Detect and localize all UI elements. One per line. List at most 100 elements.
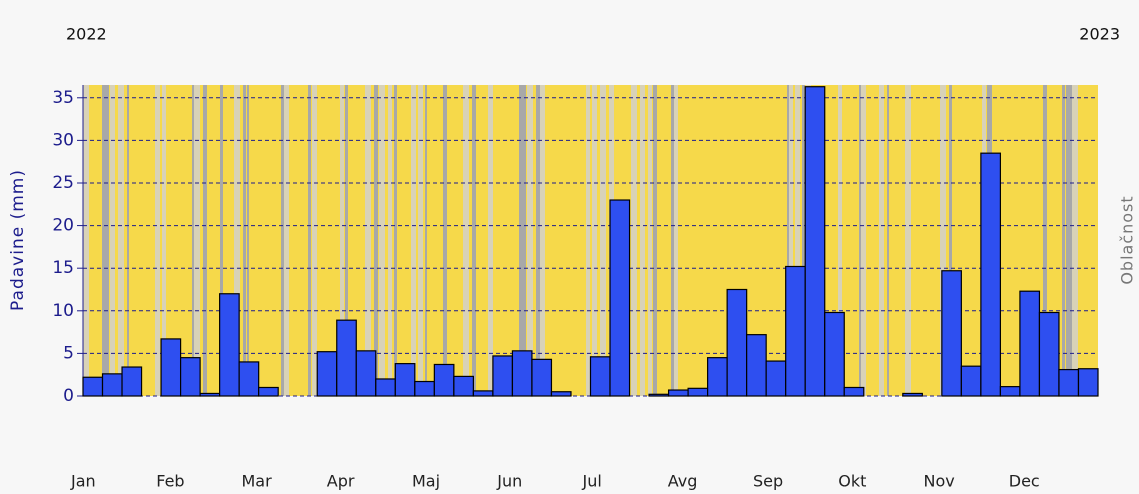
bar (785, 265, 806, 397)
cloud-stripe (905, 85, 911, 396)
bar (980, 152, 1002, 397)
bar (453, 375, 474, 397)
bar (804, 86, 826, 397)
bar (726, 288, 748, 397)
cloud-stripe (110, 85, 115, 396)
bar (258, 386, 279, 397)
bar (355, 350, 377, 397)
cloud-stripe (345, 85, 348, 396)
bar (999, 386, 1021, 397)
cloud-background (83, 85, 1098, 396)
cloud-stripe (374, 85, 378, 396)
bar (941, 270, 962, 397)
y-tick-label: 0 (63, 386, 74, 406)
bar (316, 351, 338, 397)
bar (648, 393, 670, 397)
bar (160, 338, 182, 397)
cloud-stripe (247, 85, 249, 396)
bar (179, 357, 201, 397)
cloud-stripe (443, 85, 447, 396)
y-tick-label: 15 (52, 258, 74, 278)
x-tick-label: Feb (156, 472, 184, 491)
cloud-stripe (887, 85, 889, 396)
cloud-stripe (118, 85, 124, 396)
x-tick-label: Avg (668, 472, 698, 491)
cloud-stripe (388, 85, 392, 396)
cloud-stripe (1068, 85, 1070, 396)
y-tick-label: 5 (63, 343, 74, 363)
grid (77, 85, 1098, 397)
cloud-stripe (127, 85, 129, 396)
cloud-stripe (861, 85, 866, 396)
bar (531, 358, 553, 397)
cloud-stripe (519, 85, 522, 396)
cloud-stripe (527, 85, 533, 396)
cloud-stripe (365, 85, 371, 396)
bar (960, 365, 982, 397)
cloud-stripe (1066, 85, 1068, 396)
bar (433, 363, 455, 397)
year-start: 2022 (66, 25, 107, 44)
bar (1019, 290, 1041, 397)
cloud-stripe (394, 85, 397, 396)
cloud-stripe (538, 85, 540, 396)
cloud-stripe (949, 85, 952, 396)
bar (550, 391, 572, 397)
cloud-stripe (203, 85, 207, 396)
cloud-stripe (1043, 85, 1047, 396)
x-tick-label: Jan (70, 472, 96, 491)
bar (746, 334, 767, 397)
year-end: 2023 (1079, 25, 1120, 44)
bar (609, 199, 631, 397)
bar (238, 361, 260, 397)
x-tick-label: Apr (327, 472, 355, 491)
x-tick-label: Mar (242, 472, 273, 491)
bar (687, 387, 709, 397)
x-tick-label: Dec (1009, 472, 1040, 491)
cloud-stripe (671, 85, 674, 396)
cloud-stripe (463, 85, 469, 396)
y-tick-label: 35 (52, 88, 74, 108)
cloud-stripe (312, 85, 317, 396)
x-tick-label: Jul (582, 472, 602, 491)
cloud-stripe (220, 85, 223, 396)
cloud-stripe (787, 85, 789, 396)
cloud-stripe (379, 85, 385, 396)
cloud-stripe (308, 85, 311, 396)
y-tick-label: 10 (52, 301, 74, 321)
x-tick-label: Nov (924, 472, 955, 491)
bar (1058, 368, 1080, 397)
cloud-stripe (472, 85, 476, 396)
cloud-stripe (940, 85, 946, 396)
bar (492, 355, 514, 397)
bar (219, 293, 240, 397)
bar (511, 350, 533, 397)
bar (472, 390, 494, 397)
bar (336, 319, 357, 397)
cloud-stripe (795, 85, 800, 396)
cloud-stripe (411, 85, 416, 396)
x-tick-label: Okt (838, 472, 866, 491)
cloud-stripe (536, 85, 538, 396)
bar (843, 386, 865, 397)
y-axis-label: Padavine (mm) (8, 169, 28, 311)
cloud-stripe (102, 85, 105, 396)
cloud-stripe (488, 85, 493, 396)
cloud-stripe (674, 85, 678, 396)
cloud-stripe (105, 85, 109, 396)
bar (1077, 368, 1099, 397)
bar (199, 392, 221, 397)
cloud-stripe (522, 85, 526, 396)
bar (121, 366, 143, 397)
cloud-stripe (586, 85, 590, 396)
cloud-stripe (192, 85, 194, 396)
x-tick-label: Jun (496, 472, 522, 491)
cloud-stripe (648, 85, 652, 396)
y2-axis-label: Oblačnost (1118, 195, 1137, 284)
bar (589, 356, 611, 397)
y-tick-label: 30 (52, 130, 74, 150)
cloud-stripe (592, 85, 597, 396)
cloud-stripe (194, 85, 200, 396)
cloud-stripe (243, 85, 246, 396)
bar (82, 376, 104, 397)
